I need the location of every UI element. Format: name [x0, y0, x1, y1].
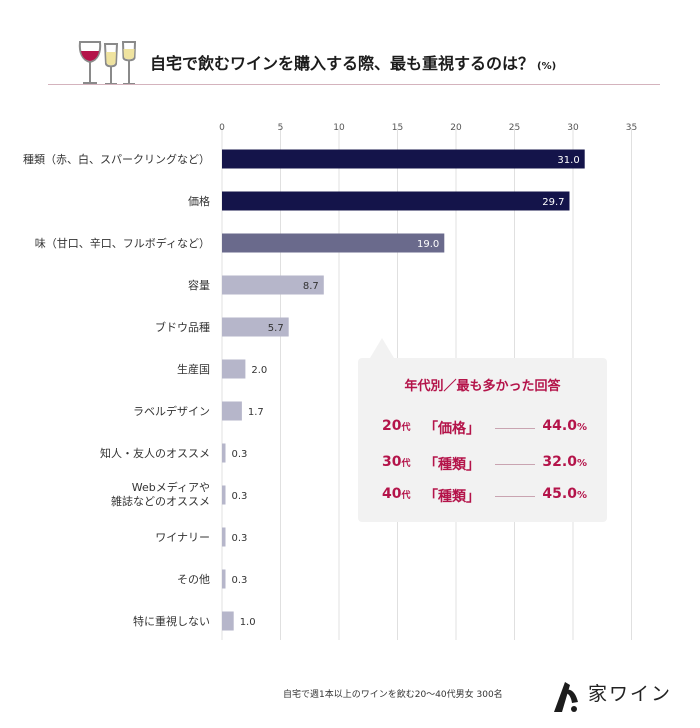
- age-group-callout: 年代別／最も多かった回答 20代 「価格」 44.0% 30代 「種類」 32.…: [358, 338, 607, 522]
- category-label: その他: [177, 573, 210, 586]
- bar-value-label: 0.3: [232, 491, 248, 502]
- wine-glasses-icon: [78, 41, 137, 85]
- callout-percent: 32.0%: [542, 454, 587, 470]
- callout-item: 「種類」: [424, 489, 480, 505]
- bar-value-label: 19.0: [417, 239, 439, 250]
- bar-chart: 0 5 10 15 20 25 30 35 31.0 種類（赤、白、スパークリングなど） 29.7 価…: [23, 123, 637, 640]
- bar-value-label: 5.7: [268, 323, 284, 334]
- bar: [222, 359, 246, 379]
- callout-row-30s: 30代 「種類」 32.0%: [382, 454, 587, 474]
- bar: [222, 527, 226, 547]
- bar-value-label: 29.7: [542, 197, 564, 208]
- x-tick-label: 15: [392, 123, 403, 133]
- bar-value-label: 8.7: [303, 281, 319, 292]
- category-label: 価格: [188, 194, 210, 208]
- category-label: 雑誌などのオススメ: [111, 494, 210, 508]
- brand-name: 家ワイン: [588, 683, 673, 705]
- callout-title: 年代別／最も多かった回答: [404, 379, 561, 394]
- callout-percent: 45.0%: [542, 486, 587, 502]
- category-label: ラベルデザイン: [133, 404, 210, 418]
- category-label: Webメディアや: [132, 480, 210, 494]
- bar-value-label: 0.3: [232, 449, 248, 460]
- bar: [222, 233, 445, 253]
- x-tick-label: 5: [278, 123, 284, 133]
- bar: [222, 611, 234, 631]
- bar-value-label: 0.3: [232, 575, 248, 586]
- chart-title: 自宅で飲むワインを購入する際、最も重視するのは？ (%): [150, 50, 556, 74]
- bar: [222, 275, 324, 295]
- callout-percent: 44.0%: [542, 418, 587, 434]
- callout-row-20s: 20代 「価格」 44.0%: [382, 418, 587, 438]
- category-label: ブドウ品種: [155, 320, 210, 334]
- bar: [222, 485, 226, 505]
- brand-logo-icon: [554, 682, 578, 712]
- category-label: 生産国: [177, 362, 210, 376]
- bar: [222, 149, 585, 169]
- category-label: 特に重視しない: [133, 614, 210, 628]
- chart-unit: (%): [537, 61, 557, 72]
- bar-value-label: 2.0: [251, 365, 267, 376]
- callout-leader-line: [495, 428, 535, 429]
- bar: [222, 401, 242, 421]
- bar: [222, 317, 289, 337]
- callout-age: 30代: [382, 454, 411, 470]
- callout-item: 「価格」: [424, 421, 480, 437]
- callout-item: 「種類」: [424, 457, 480, 473]
- x-tick-label: 30: [567, 123, 579, 133]
- bar-value-label: 31.0: [557, 155, 579, 166]
- x-tick-label: 25: [509, 123, 520, 133]
- chart-title-text: 自宅で飲むワインを購入する際、最も重視するのは？: [150, 54, 535, 73]
- category-label: 味（甘口、辛口、フルボディなど）: [35, 236, 210, 250]
- category-label: 知人・友人のオススメ: [100, 446, 210, 460]
- callout-row-40s: 40代 「種類」 45.0%: [382, 486, 587, 506]
- bar: [222, 569, 226, 589]
- title-underline: [48, 84, 660, 85]
- category-label: 種類（赤、白、スパークリングなど）: [23, 152, 210, 166]
- callout-leader-line: [495, 496, 535, 497]
- x-tick-label: 20: [450, 123, 462, 133]
- x-tick-label: 0: [219, 123, 225, 133]
- bar-value-label: 1.7: [248, 407, 264, 418]
- callout-age: 40代: [382, 486, 411, 502]
- x-tick-label: 10: [333, 123, 345, 133]
- category-label: ワイナリー: [155, 531, 210, 544]
- bar-value-label: 0.3: [232, 533, 248, 544]
- category-label: 容量: [188, 278, 210, 292]
- bar: [222, 191, 570, 211]
- callout-leader-line: [495, 464, 535, 465]
- x-tick-label: 35: [626, 123, 637, 133]
- survey-note: 自宅で週1本以上のワインを飲む20〜40代男女 300名: [283, 690, 503, 700]
- bar: [222, 443, 226, 463]
- bar-value-label: 1.0: [240, 617, 256, 628]
- callout-age: 20代: [382, 418, 411, 434]
